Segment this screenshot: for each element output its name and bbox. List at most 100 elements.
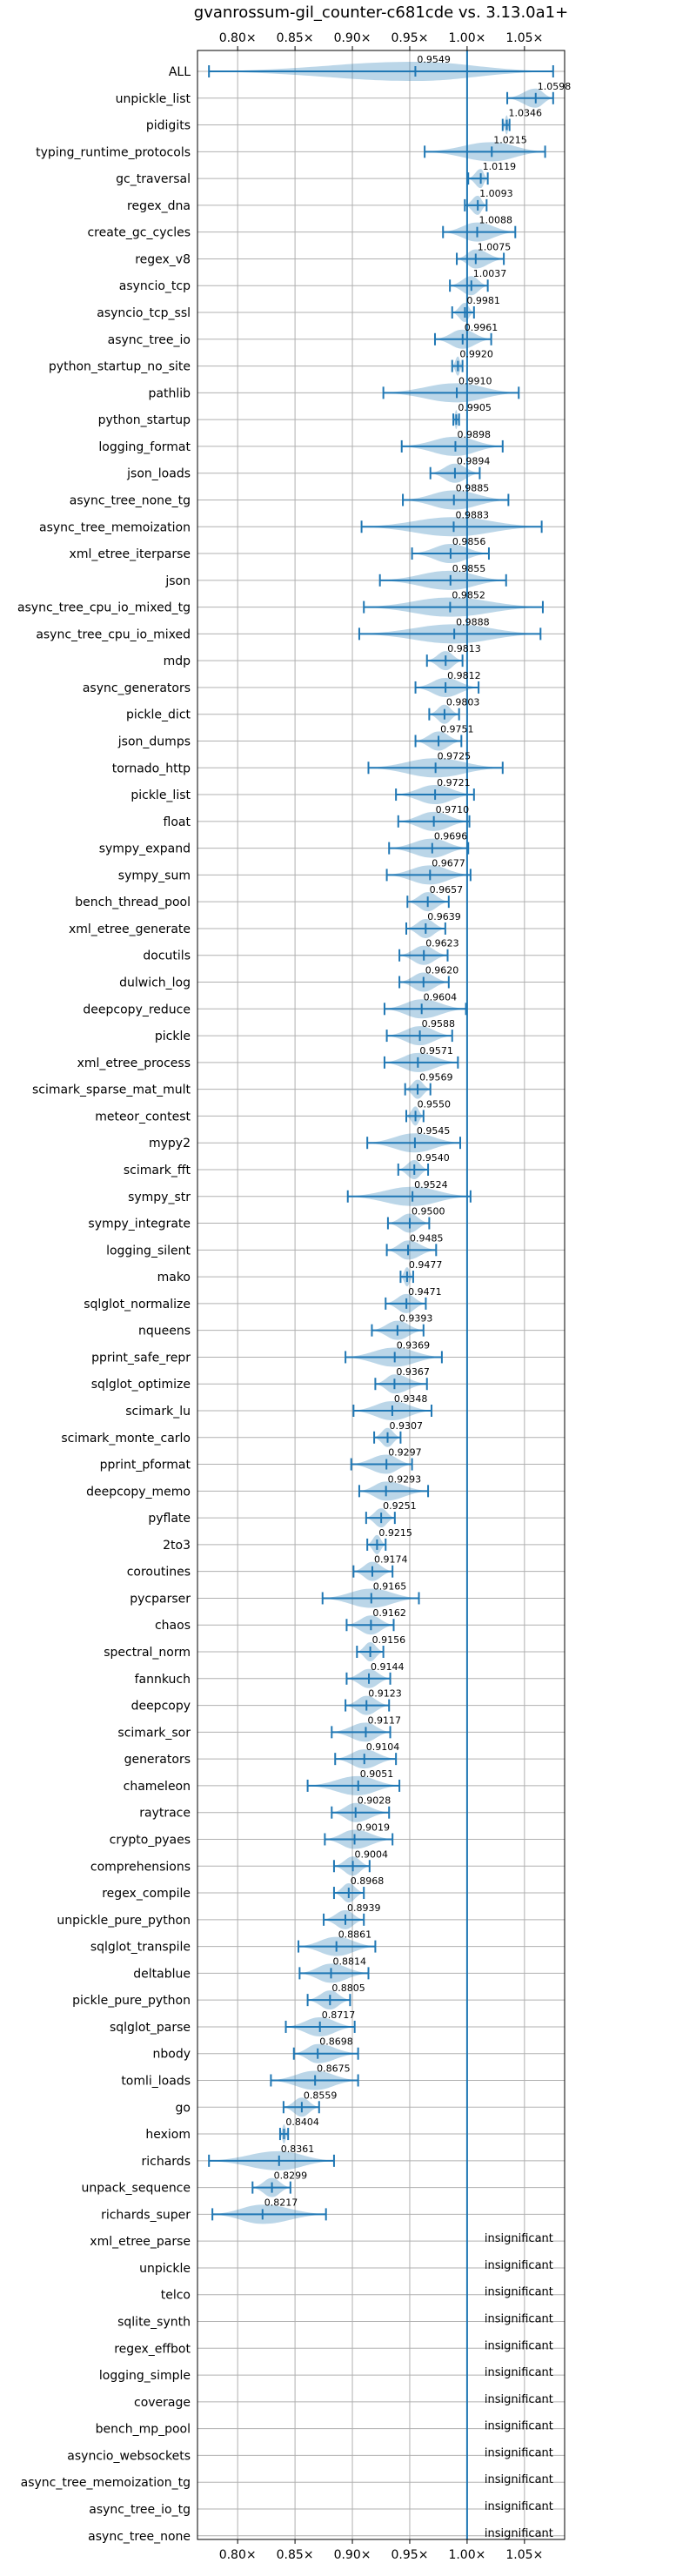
median-label: 0.9104 (366, 1741, 400, 1753)
benchmark-label: xml_etree_iterparse (70, 547, 191, 561)
benchmark-label: sqlglot_transpile (90, 1941, 191, 1955)
median-label: 0.9215 (378, 1527, 412, 1539)
median-label: 0.8717 (322, 2009, 356, 2021)
benchmark-label: json_dumps (117, 735, 191, 749)
benchmark-label: pyflate (148, 1512, 191, 1526)
benchmark-label: richards_super (101, 2208, 191, 2222)
median-label: 0.9028 (358, 1795, 392, 1807)
insignificant-label: insignificant (485, 2527, 553, 2540)
benchmark-label: json_loads (126, 467, 191, 481)
tick-label-bottom: 1.05× (505, 2548, 543, 2562)
benchmark-label: go (176, 2101, 191, 2115)
benchmark-label: richards (142, 2155, 191, 2169)
median-label: 0.9803 (446, 697, 480, 708)
median-label: 0.9540 (416, 1152, 450, 1164)
median-label: 0.9545 (417, 1125, 451, 1137)
median-label: 0.9174 (374, 1554, 408, 1566)
insignificant-label: insignificant (485, 2420, 553, 2433)
benchmark-label: regex_compile (102, 1887, 191, 1901)
median-label: 0.9721 (437, 777, 471, 788)
median-label: 0.9019 (357, 1821, 391, 1833)
median-label: 0.9620 (425, 965, 459, 976)
median-label: 1.0215 (493, 134, 527, 145)
median-label: 0.9751 (440, 724, 473, 735)
insignificant-label: insignificant (485, 2259, 553, 2272)
median-label: 0.9367 (396, 1366, 430, 1378)
benchmark-label: typing_runtime_protocols (36, 145, 191, 159)
median-label: 0.9910 (458, 375, 492, 386)
benchmark-label: raytrace (139, 1807, 191, 1821)
median-label: 0.9677 (432, 857, 465, 869)
benchmark-label: meteor_contest (95, 1110, 191, 1124)
median-label: 0.9885 (456, 482, 490, 493)
tick-label-top: 0.90× (334, 31, 371, 45)
median-label: 0.8675 (317, 2063, 351, 2075)
median-label: 0.9471 (408, 1286, 442, 1298)
benchmark-label: create_gc_cycles (87, 226, 191, 240)
benchmark-label: async_tree_cpu_io_mixed_tg (17, 601, 191, 615)
benchmark-label: float (164, 815, 191, 829)
benchmark-label: pycparser (130, 1592, 191, 1606)
benchmark-label: gc_traversal (116, 172, 191, 186)
median-label: 0.9856 (452, 536, 486, 547)
median-label: 0.9144 (371, 1661, 405, 1673)
benchmark-label: sympy_expand (99, 842, 191, 856)
benchmark-label: async_tree_none (88, 2530, 191, 2544)
tick-label-bottom: 0.95× (392, 2548, 429, 2562)
benchmark-label: pprint_safe_repr (91, 1351, 191, 1365)
median-label: 0.9348 (394, 1393, 428, 1405)
median-label: 0.9165 (373, 1580, 407, 1592)
median-label: 0.9725 (438, 750, 472, 761)
benchmark-label: xml_etree_process (77, 1057, 191, 1070)
benchmark-label: pickle_dict (126, 708, 191, 722)
benchmark-label: generators (124, 1753, 191, 1767)
median-label: 0.9696 (434, 831, 468, 842)
median-label: 0.8968 (351, 1875, 385, 1887)
median-label: 0.9905 (458, 402, 492, 413)
median-label: 1.0093 (479, 188, 513, 199)
benchmark-label: async_tree_memoization_tg (21, 2476, 191, 2490)
median-label: 0.9307 (390, 1420, 424, 1432)
benchmark-label: unpickle_list (116, 92, 191, 106)
benchmark-label: asyncio_tcp (119, 279, 191, 293)
benchmark-label: xml_etree_parse (90, 2235, 191, 2249)
tick-label-bottom: 0.80× (219, 2548, 257, 2562)
benchmark-label: tomli_loads (121, 2075, 191, 2089)
benchmark-label: crypto_pyaes (110, 1833, 191, 1847)
benchmark-label: pickle_pure_python (72, 1994, 191, 2008)
violin-layer (208, 50, 554, 2539)
insignificant-label: insignificant (485, 2232, 553, 2245)
insignificant-label: insignificant (485, 2500, 553, 2513)
benchmark-label: logging_format (98, 440, 191, 454)
median-label: 0.9855 (452, 563, 486, 574)
median-label: 0.9894 (457, 456, 491, 467)
median-label: 0.8939 (347, 1902, 381, 1914)
benchmark-label: asyncio_websockets (67, 2449, 191, 2463)
benchmark-label: sympy_sum (118, 869, 191, 882)
tick-label-top: 1.00× (448, 31, 485, 45)
median-label: 1.0598 (538, 81, 572, 92)
axis-layer: 0.80× 0.80× 0.85× 0.85× 0.90× 0.90× 0.95× 0.95×… (197, 31, 566, 2562)
benchmark-label: pickle_list (130, 788, 191, 802)
tick-label-top: 0.80× (219, 31, 257, 45)
benchmark-label: regex_dna (127, 199, 191, 213)
median-label: 1.0075 (478, 241, 512, 252)
chart-title: gvanrossum-gil_counter-c681cde vs. 3.13.… (194, 3, 568, 22)
median-label: 0.9710 (436, 804, 469, 815)
median-label: 0.9883 (455, 509, 489, 520)
benchmark-label: scimark_sor (117, 1726, 191, 1740)
benchmark-label: deepcopy_reduce (83, 1003, 191, 1016)
insignificant-label: insignificant (485, 2446, 553, 2459)
benchmark-label: pprint_pformat (100, 1459, 191, 1472)
median-label: 0.8814 (333, 1955, 367, 1967)
benchmark-label: pidigits (146, 119, 191, 133)
insignificant-label: insignificant (485, 2339, 553, 2352)
median-label: 0.8361 (281, 2143, 315, 2155)
benchmark-label: async_tree_io (108, 333, 191, 347)
median-label: 0.9961 (465, 322, 499, 333)
benchmark-label: regex_v8 (135, 252, 191, 266)
benchmark-label: async_generators (83, 681, 191, 695)
benchmark-label: scimark_fft (124, 1164, 191, 1177)
insignificant-label: insignificant (485, 2473, 553, 2486)
